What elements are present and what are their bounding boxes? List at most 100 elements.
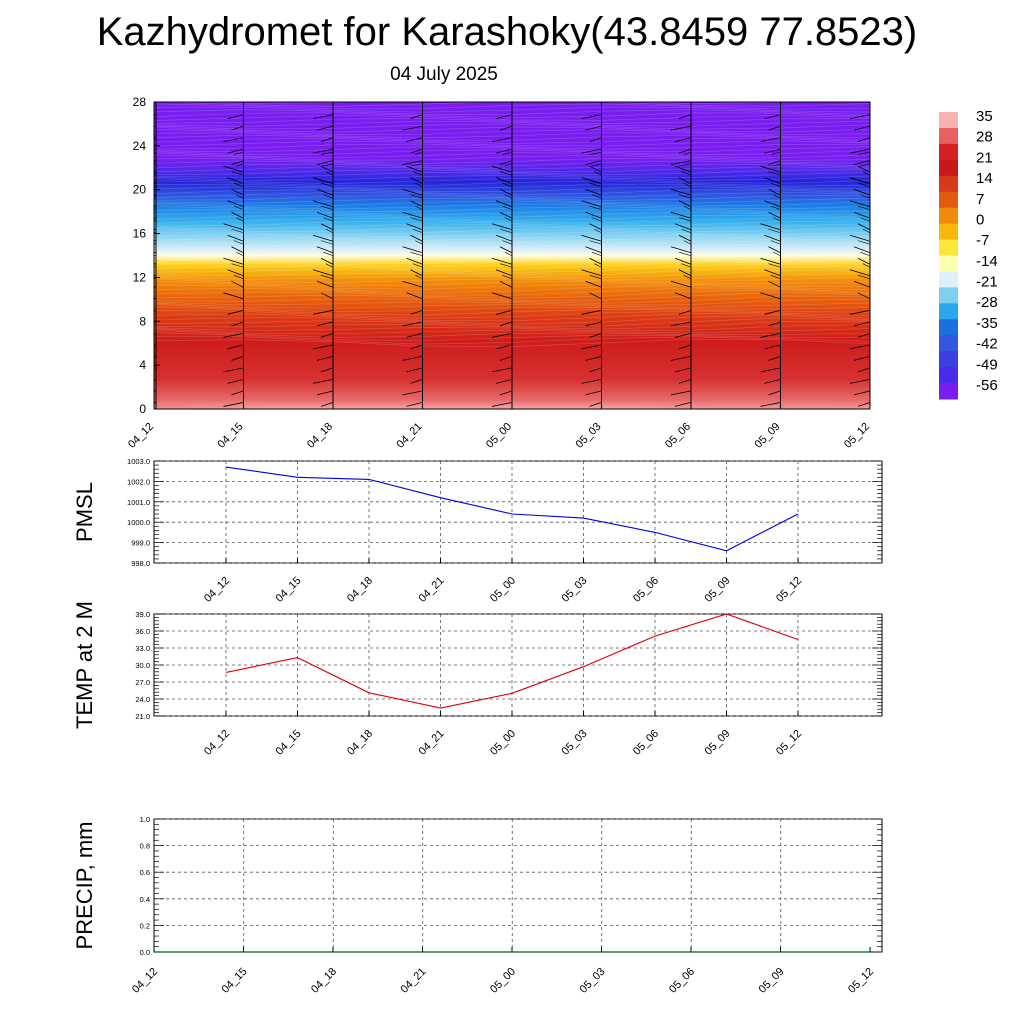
- wind-barb-feather: [325, 171, 334, 176]
- wind-barb: [402, 160, 423, 166]
- wind-barb: [320, 292, 334, 300]
- x-tick-label: 04_21: [417, 575, 447, 605]
- wind-barb: [589, 223, 602, 231]
- colorbar-swatch: [939, 223, 958, 241]
- wind-barb-feather: [499, 171, 513, 176]
- y-tick-label: 1.0: [140, 815, 150, 824]
- wind-barb-feather: [320, 274, 334, 280]
- wind-barb: [491, 165, 513, 173]
- wind-barb: [154, 160, 157, 162]
- wind-barb: [674, 165, 692, 173]
- wind-barb: [499, 211, 513, 219]
- wind-barb-feather: [860, 194, 870, 199]
- wind-barb: [499, 390, 513, 396]
- wind-barb: [589, 257, 602, 265]
- precip-panel: 0.0 0.2 0.4 0.6 0.8 1.0 04_12 04_15 04_18 04_21 05…: [72, 815, 883, 996]
- wind-barbs: [154, 102, 870, 409]
- warm-core-right: [620, 347, 870, 409]
- wind-barb: [410, 177, 423, 185]
- wind-barb-feather: [154, 151, 157, 154]
- wind-barb-feather: [504, 163, 513, 167]
- wind-barb: [760, 367, 781, 373]
- wind-barb: [154, 217, 157, 219]
- wind-barb: [227, 344, 244, 350]
- colorbar-swatch: [939, 367, 958, 384]
- contour-line: [154, 95, 870, 100]
- wind-barb-feather: [154, 242, 157, 245]
- x-tick-label: 04_12: [202, 728, 232, 758]
- wind-barb-feather: [233, 151, 244, 155]
- wind-barb-feather: [415, 182, 423, 187]
- colorbar-swatch: [939, 255, 958, 272]
- wind-barb: [410, 200, 423, 208]
- wind-barb: [585, 321, 602, 327]
- wind-barb: [670, 246, 692, 254]
- wind-barb: [223, 165, 244, 173]
- wind-barb: [853, 188, 870, 196]
- wind-barb-feather: [860, 163, 870, 167]
- wind-barb-feather: [681, 263, 692, 268]
- wind-barb: [849, 148, 870, 154]
- wind-barb-feather: [410, 217, 423, 222]
- panel-frame: [153, 460, 883, 564]
- wind-barb: [849, 114, 870, 120]
- x-tick-label: 05_06: [631, 575, 661, 605]
- wind-barb-feather: [589, 240, 602, 245]
- wind-barb: [402, 390, 423, 396]
- colorbar-label: -28: [976, 294, 998, 311]
- wind-barb-feather: [773, 217, 781, 222]
- wind-barb: [402, 211, 423, 219]
- wind-barb: [589, 165, 602, 173]
- colorbar-swatch: [939, 239, 958, 256]
- wind-barb: [853, 246, 870, 254]
- wind-barb: [223, 257, 244, 265]
- wind-barb: [320, 332, 334, 338]
- wind-barb: [495, 200, 513, 208]
- wind-barb-feather: [154, 277, 157, 280]
- wind-barb: [589, 137, 602, 143]
- wind-barb: [857, 223, 870, 231]
- wind-barb: [491, 367, 513, 373]
- wind-barb: [495, 269, 513, 277]
- y-tick-label: 16: [133, 227, 147, 241]
- wind-barb-feather: [320, 205, 334, 210]
- wind-barb: [674, 367, 692, 373]
- x-tick-label: 04_18: [345, 728, 375, 758]
- wind-barb: [495, 114, 513, 119]
- wind-barb: [316, 280, 334, 288]
- wind-barb: [764, 114, 781, 119]
- colorbar-swatch: [939, 351, 958, 368]
- wind-barb-feather: [591, 163, 602, 167]
- wind-barb: [402, 355, 423, 361]
- colorbar-swatch: [939, 271, 958, 288]
- wind-barb: [495, 309, 513, 315]
- wind-barb: [768, 355, 781, 361]
- wind-barb: [768, 390, 781, 396]
- wind-barb-feather: [236, 163, 244, 167]
- wind-barb-feather: [860, 217, 870, 222]
- wind-barb-feather: [594, 263, 602, 268]
- colorbar-label: 14: [976, 170, 993, 187]
- wind-barb: [495, 177, 513, 185]
- wind-barb: [678, 114, 692, 119]
- wind-barb: [678, 379, 692, 384]
- wind-barb: [491, 292, 513, 300]
- wind-barb: [760, 332, 781, 338]
- wind-barb-feather: [502, 205, 513, 210]
- wind-barb-feather: [233, 205, 244, 210]
- wind-barb: [223, 137, 244, 143]
- wind-barb: [853, 390, 870, 396]
- wind-barb: [495, 344, 513, 350]
- wind-barb-feather: [499, 263, 513, 268]
- colorbar-label: 0: [976, 211, 984, 228]
- wind-barb: [589, 332, 602, 338]
- y-tick-label: 24.0: [135, 695, 150, 704]
- y-tick-label: 28: [133, 95, 147, 109]
- wind-barb: [316, 321, 334, 327]
- wind-barb: [674, 402, 692, 407]
- wind-barb: [316, 160, 334, 166]
- wind-barb: [760, 292, 781, 300]
- wind-barb-feather: [591, 217, 602, 222]
- wind-barb: [406, 137, 423, 143]
- wind-barb-feather: [325, 228, 334, 234]
